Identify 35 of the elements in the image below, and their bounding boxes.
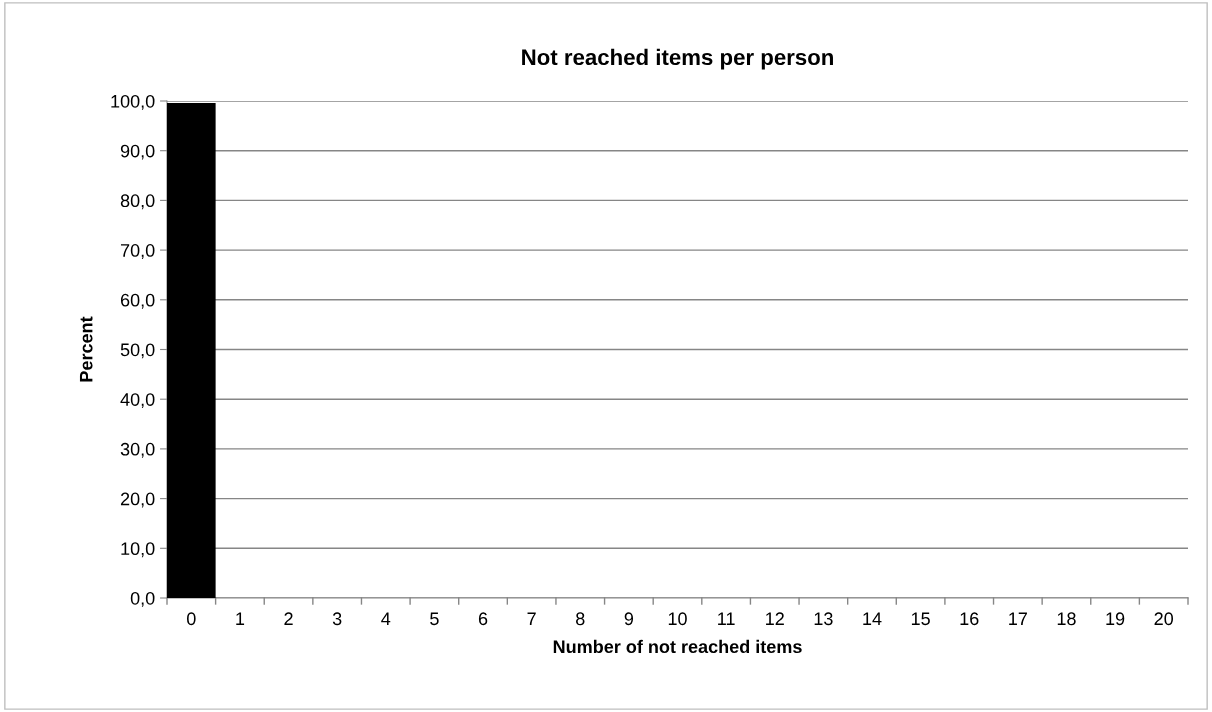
x-tick-label: 18	[1057, 612, 1076, 626]
x-tick-label: 0	[186, 612, 196, 626]
x-tick-label: 2	[284, 612, 293, 625]
x-tick-label: 8	[576, 612, 585, 626]
y-tick-label: 70,0	[120, 244, 155, 259]
y-tick-label: 80,0	[120, 194, 155, 210]
x-tick-label: 13	[814, 612, 833, 626]
y-tick-label: 90,0	[120, 144, 155, 160]
x-tick-label: 19	[1106, 612, 1125, 626]
y-tick-label: 60,0	[120, 293, 155, 309]
x-tick-label: 14	[863, 612, 882, 625]
x-tick-label: 6	[478, 612, 488, 626]
x-tick-label: 20	[1154, 612, 1174, 626]
x-tick-label: 15	[911, 612, 930, 626]
y-tick-label: 10,0	[121, 542, 155, 558]
chart-title: Not reached items per person	[522, 48, 833, 70]
x-tick-label: 3	[332, 612, 342, 626]
x-tick-label: 1	[236, 612, 245, 625]
y-tick-label: 50,0	[120, 343, 155, 359]
x-tick-label: 17	[1009, 612, 1027, 625]
x-tick-label: 12	[766, 612, 784, 625]
x-tick-label: 9	[624, 612, 634, 626]
x-axis-title: Number of not reached items	[553, 639, 802, 654]
y-tick-label: 30,0	[120, 442, 155, 458]
y-tick-label: 0,0	[130, 591, 155, 607]
x-tick-label: 7	[527, 612, 536, 625]
x-tick-label: 4	[381, 612, 391, 625]
y-axis-title: Percent	[79, 316, 93, 382]
x-tick-label: 11	[718, 612, 735, 625]
x-tick-label: 10	[668, 612, 687, 626]
x-tick-label: 5	[430, 612, 439, 626]
x-tick-label: 16	[960, 612, 979, 626]
y-tick-label: 100,0	[111, 94, 155, 110]
y-tick-label: 20,0	[120, 492, 155, 508]
y-tick-label: 40,0	[120, 393, 155, 409]
